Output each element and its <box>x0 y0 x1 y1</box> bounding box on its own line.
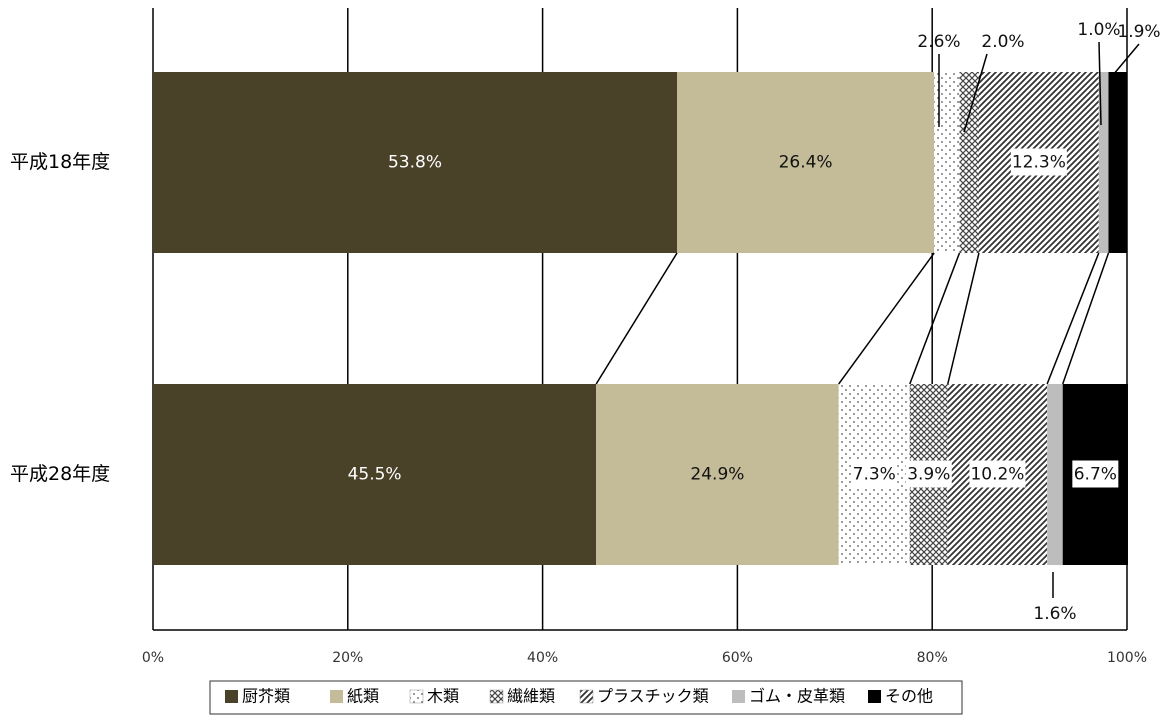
legend-swatch <box>868 690 881 703</box>
bar-segment <box>1098 72 1109 253</box>
bar-segment <box>596 384 839 565</box>
legend-swatch <box>330 690 343 703</box>
legend-swatch <box>579 689 594 704</box>
bar-segment <box>959 72 979 253</box>
leader-line <box>963 53 988 133</box>
x-tick-label: 40% <box>527 650 558 666</box>
x-tick-labels: 0% 20% 40% 60% 80% 100% <box>142 650 1147 666</box>
data-label: 53.8% <box>388 153 442 173</box>
legend: 厨芥類 紙類 木類 繊維類 プラスチック類 ゴム・皮革類 その他 <box>209 680 963 715</box>
data-label: 10.2% <box>970 465 1024 485</box>
data-label-box <box>851 460 898 488</box>
data-label: 6.7% <box>1074 465 1117 485</box>
legend-entry: ゴム・皮革類 <box>749 687 845 706</box>
x-tick-label: 100% <box>1107 650 1147 666</box>
legend-swatch <box>732 690 745 703</box>
legend-entry: 紙類 <box>347 687 379 706</box>
bar-segment <box>153 72 678 253</box>
data-label: 12.3% <box>1012 153 1066 173</box>
legend-entry: 繊維類 <box>507 687 555 706</box>
data-label: 3.9% <box>907 465 950 485</box>
leader-line <box>1098 41 1102 126</box>
data-label: 1.0% <box>1077 20 1120 40</box>
data-label: 7.3% <box>853 465 896 485</box>
leader-line <box>1112 43 1140 76</box>
x-tick-label: 60% <box>722 650 753 666</box>
bars <box>153 72 1128 565</box>
x-tick-label: 80% <box>917 650 948 666</box>
legend-entry: プラスチック類 <box>597 687 709 706</box>
data-label: 26.4% <box>779 153 833 173</box>
data-label: 1.6% <box>1033 604 1076 624</box>
legend-entry: その他 <box>885 687 933 706</box>
connector-line <box>947 252 980 385</box>
bar-segment <box>934 72 960 253</box>
data-label: 1.9% <box>1117 22 1160 42</box>
connector-lines <box>595 252 1110 385</box>
legend-swatch <box>225 690 238 703</box>
bar-segment <box>1047 384 1063 565</box>
connector-line <box>595 252 678 385</box>
bar-segment <box>1108 72 1127 253</box>
data-label-box <box>905 460 952 488</box>
x-tick-label: 20% <box>332 650 363 666</box>
connector-line <box>838 252 935 385</box>
legend-entry: 厨芥類 <box>242 687 290 706</box>
connector-line <box>909 252 961 385</box>
data-label-box <box>1010 148 1067 176</box>
legend-swatch <box>409 689 424 704</box>
data-label-box <box>1072 460 1119 488</box>
data-labels: 53.8% 26.4% 2.6% 2.0% 12.3% 1.0%1.9% 45.5% 24.9… <box>348 20 1161 624</box>
bar-segment <box>677 72 935 253</box>
data-label-box <box>969 460 1026 488</box>
data-label: 24.9% <box>690 465 744 485</box>
category-label: 平成18年度 <box>10 151 110 173</box>
connector-line <box>1062 252 1110 385</box>
x-tick-label: 0% <box>142 650 164 666</box>
category-label: 平成28年度 <box>10 463 110 485</box>
legend-entry: 木類 <box>427 687 459 706</box>
bar-segment <box>153 384 597 565</box>
legend-swatch <box>489 689 504 704</box>
data-label: 45.5% <box>348 465 402 485</box>
connector-line <box>1046 252 1100 385</box>
data-label: 2.6% <box>917 32 960 52</box>
data-label: 2.0% <box>981 32 1024 52</box>
